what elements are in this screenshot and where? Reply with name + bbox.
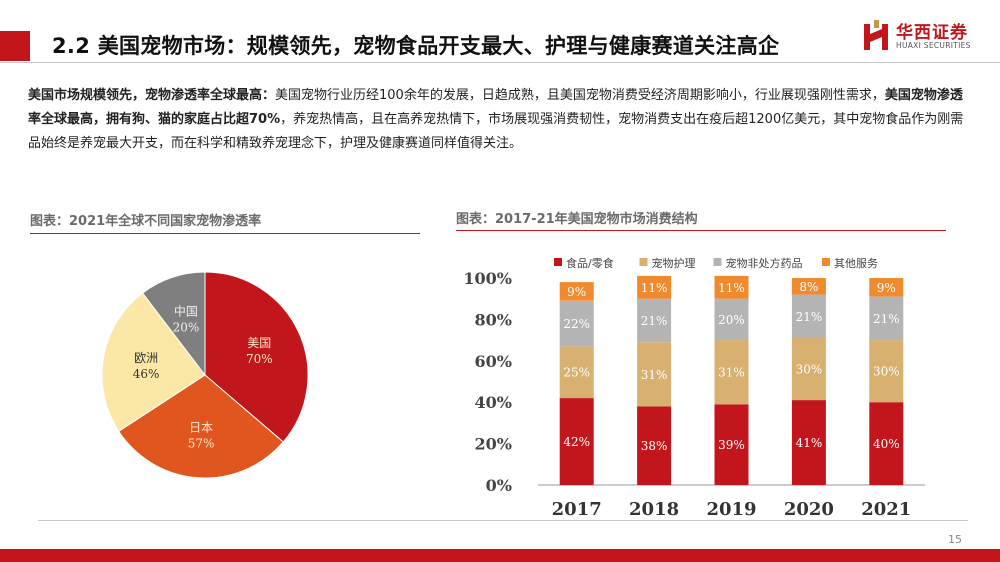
bar-value-label-2020-0: 41% — [796, 436, 823, 450]
bar-value-label-2018-3: 11% — [641, 281, 668, 295]
bar-figure-title: 图表：2017-21年美国宠物市场消费结构 — [456, 212, 698, 227]
pie-figure-rule — [30, 233, 420, 234]
pie-slice-2 — [101, 292, 206, 432]
pie-slice-label-1: 日本 — [189, 421, 213, 435]
bar-segment-2020-0 — [791, 400, 826, 485]
intro-lead-bold: 美国市场规模领先，宠物渗透率全球最高： — [28, 88, 276, 103]
pie-figure-title: 图表：2021年全球不同国家宠物渗透率 — [30, 214, 262, 229]
bar-value-label-2019-1: 31% — [718, 366, 745, 380]
intro-body-text: ，养宠热情高，且在高养宠热情下，市场展现强消费韧性，宠物消费支出在疫后超1200… — [28, 112, 964, 151]
bar-segment-2019-3 — [714, 275, 749, 299]
bar-segment-2018-2 — [637, 298, 672, 343]
stacked-bar-chart: 食品/零食 宠物护理 宠物非处方药品 其他服务 0% 20% 40% 60% 80% 100% 42… — [463, 256, 925, 520]
bar-value-label-2020-1: 30% — [796, 363, 823, 377]
logo-chinese-name: 华西证券 — [896, 23, 968, 43]
bar-value-label-2020-3: 8% — [799, 280, 818, 294]
bar-segment-2019-2 — [714, 298, 749, 341]
bar-segment-2019-1 — [714, 340, 749, 405]
bar-value-label-2017-2: 22% — [563, 317, 590, 331]
bar-segment-2017-1 — [559, 346, 594, 399]
y-tick-label-4: 80% — [475, 310, 512, 329]
legend-label-2: 宠物非处方药品 — [726, 256, 803, 270]
bar-value-label-2021-3: 9% — [877, 281, 896, 295]
bar-segment-2020-2 — [791, 294, 826, 339]
legend-label-1: 宠物护理 — [652, 256, 696, 270]
bar-segment-2021-1 — [869, 340, 904, 403]
pie-slice-1 — [118, 374, 284, 479]
y-tick-label-3: 60% — [475, 352, 512, 371]
footer-accent-bar — [0, 549, 1000, 562]
bar-segment-2021-3 — [869, 278, 904, 297]
y-tick-label-5: 100% — [463, 269, 512, 288]
legend-swatch-1 — [639, 258, 648, 266]
bar-value-label-2019-0: 39% — [718, 438, 745, 452]
brand-logo: 华西证券 HUAXI SECURITIES — [862, 18, 982, 58]
pie-slice-label-3: 中国 — [174, 303, 198, 318]
pie-slice-label-0: 美国 — [247, 336, 271, 350]
footer-divider — [38, 520, 968, 521]
x-tick-label-2021: 2021 — [861, 499, 911, 520]
intro-paragraph: 美国市场规模领先，宠物渗透率全球最高：美国宠物行业历经100余年的发展，日趋成熟… — [28, 84, 973, 156]
bar-segment-2018-3 — [637, 275, 672, 299]
bar-value-label-2017-1: 25% — [563, 366, 590, 380]
pie-slice-0 — [204, 271, 309, 443]
logo-english-name: HUAXI SECURITIES — [896, 41, 971, 50]
bar-segment-2017-3 — [559, 282, 594, 301]
bar-value-label-2020-2: 21% — [796, 310, 823, 324]
pie-chart: 美国 70% 日本 57% 欧洲 46% 中国 20% — [101, 271, 309, 479]
bar-value-label-2017-3: 9% — [567, 285, 586, 299]
intro-lead-text: 美国宠物行业历经100余年的发展，日趋成熟，且美国宠物消费受经济周期影响小，行业… — [275, 88, 885, 103]
pie-slice-label-2: 欧洲 — [134, 351, 158, 365]
bar-value-label-2021-2: 21% — [873, 312, 900, 326]
bar-segment-2020-3 — [791, 278, 826, 295]
legend-swatch-0 — [554, 258, 562, 266]
y-tick-label-2: 40% — [475, 393, 512, 412]
bar-value-label-2018-1: 31% — [641, 368, 668, 382]
bar-value-label-2021-1: 30% — [873, 365, 900, 379]
y-tick-label-0: 0% — [486, 476, 512, 495]
bar-value-label-2021-0: 40% — [873, 437, 900, 451]
bar-value-label-2017-0: 42% — [563, 435, 590, 449]
x-tick-label-2019: 2019 — [706, 499, 756, 520]
bar-value-label-2018-2: 21% — [641, 314, 668, 328]
legend-label-0: 食品/零食 — [566, 256, 614, 270]
page-title: 2.2 美国宠物市场：规模领先，宠物食品开支最大、护理与健康赛道关注高企 — [52, 34, 780, 58]
y-tick-label-1: 20% — [475, 435, 512, 454]
bar-value-label-2019-2: 20% — [718, 313, 745, 327]
bar-segment-2020-1 — [791, 338, 826, 401]
pie-slice-3 — [141, 271, 206, 377]
legend-swatch-3 — [822, 258, 830, 266]
bar-segment-2021-2 — [869, 296, 904, 341]
page-number: 15 — [948, 533, 962, 546]
pie-slice-value-2: 46% — [133, 367, 160, 381]
x-tick-label-2018: 2018 — [629, 499, 679, 520]
bar-segment-2017-0 — [559, 398, 594, 485]
pie-slice-value-1: 57% — [188, 437, 215, 451]
pie-slice-value-0: 70% — [246, 352, 273, 366]
x-tick-label-2017: 2017 — [552, 499, 602, 520]
bar-segment-2018-0 — [637, 406, 672, 485]
bar-segment-2021-0 — [869, 402, 904, 485]
bar-segment-2019-0 — [714, 404, 749, 485]
pie-slice-value-3: 20% — [173, 320, 200, 334]
bar-figure-rule — [456, 230, 946, 231]
x-tick-label-2020: 2020 — [784, 499, 834, 520]
legend-swatch-2 — [713, 258, 722, 266]
header-divider — [0, 62, 1000, 63]
bar-value-label-2019-3: 11% — [718, 281, 745, 295]
bar-segment-2018-1 — [637, 342, 672, 407]
legend-label-3: 其他服务 — [834, 257, 878, 270]
huaxi-logo-icon — [864, 20, 888, 50]
intro-highlight-bold: 美国宠物渗透率全球最高，拥有狗、猫的家庭占比超70% — [28, 88, 963, 127]
bar-value-label-2018-0: 38% — [641, 439, 668, 453]
bar-segment-2017-2 — [559, 300, 594, 347]
title-accent-block — [0, 31, 30, 61]
